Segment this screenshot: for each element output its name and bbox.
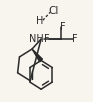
Text: F: F — [44, 34, 50, 44]
Text: F: F — [72, 34, 78, 44]
Text: H: H — [36, 16, 44, 26]
Text: NH: NH — [29, 34, 44, 44]
Text: Cl: Cl — [49, 6, 59, 16]
Polygon shape — [32, 49, 42, 62]
Text: F: F — [60, 22, 66, 32]
